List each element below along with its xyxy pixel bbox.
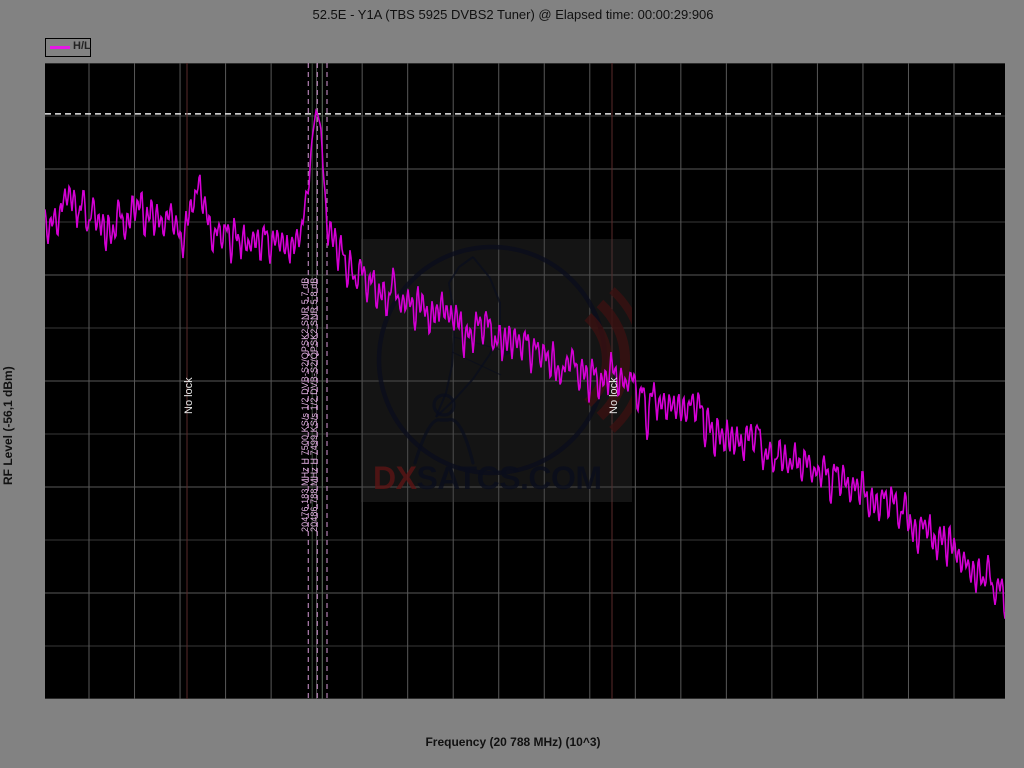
svg-text:DXSATCS.COM: DXSATCS.COM [373,460,602,496]
